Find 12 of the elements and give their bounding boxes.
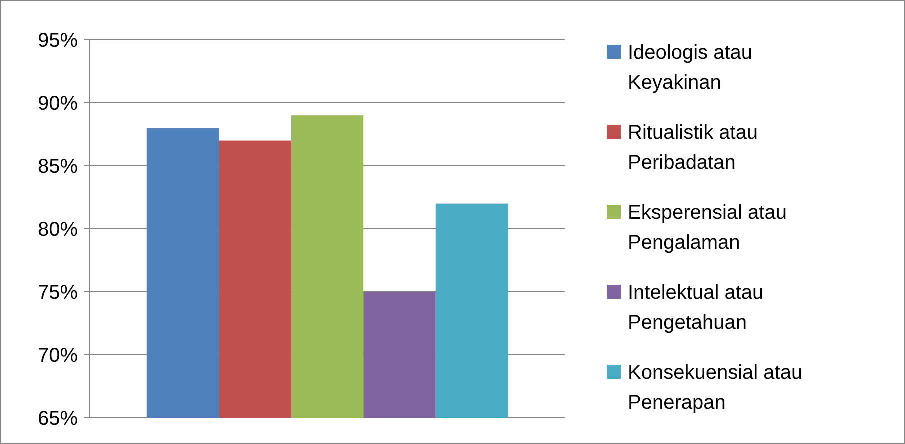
- y-tick-label: 75%: [38, 282, 78, 304]
- y-tick-label: 70%: [38, 345, 78, 367]
- y-tick-label: 85%: [38, 156, 78, 178]
- y-tick-label: 95%: [38, 30, 78, 52]
- legend-label: Eksperensial atau Pengalaman: [628, 202, 787, 254]
- legend-label: Ideologis atau Keyakinan: [628, 42, 753, 94]
- y-tick-label: 90%: [38, 93, 78, 115]
- y-tick-label: 65%: [38, 408, 78, 430]
- y-tick-label: 80%: [38, 219, 78, 241]
- legend-label: Intelektual atau Pengetahuan: [628, 282, 764, 334]
- legend-label: Ritualistik atau Peribadatan: [628, 122, 758, 174]
- legend-label: Konsekuensial atau Penerapan: [628, 362, 803, 414]
